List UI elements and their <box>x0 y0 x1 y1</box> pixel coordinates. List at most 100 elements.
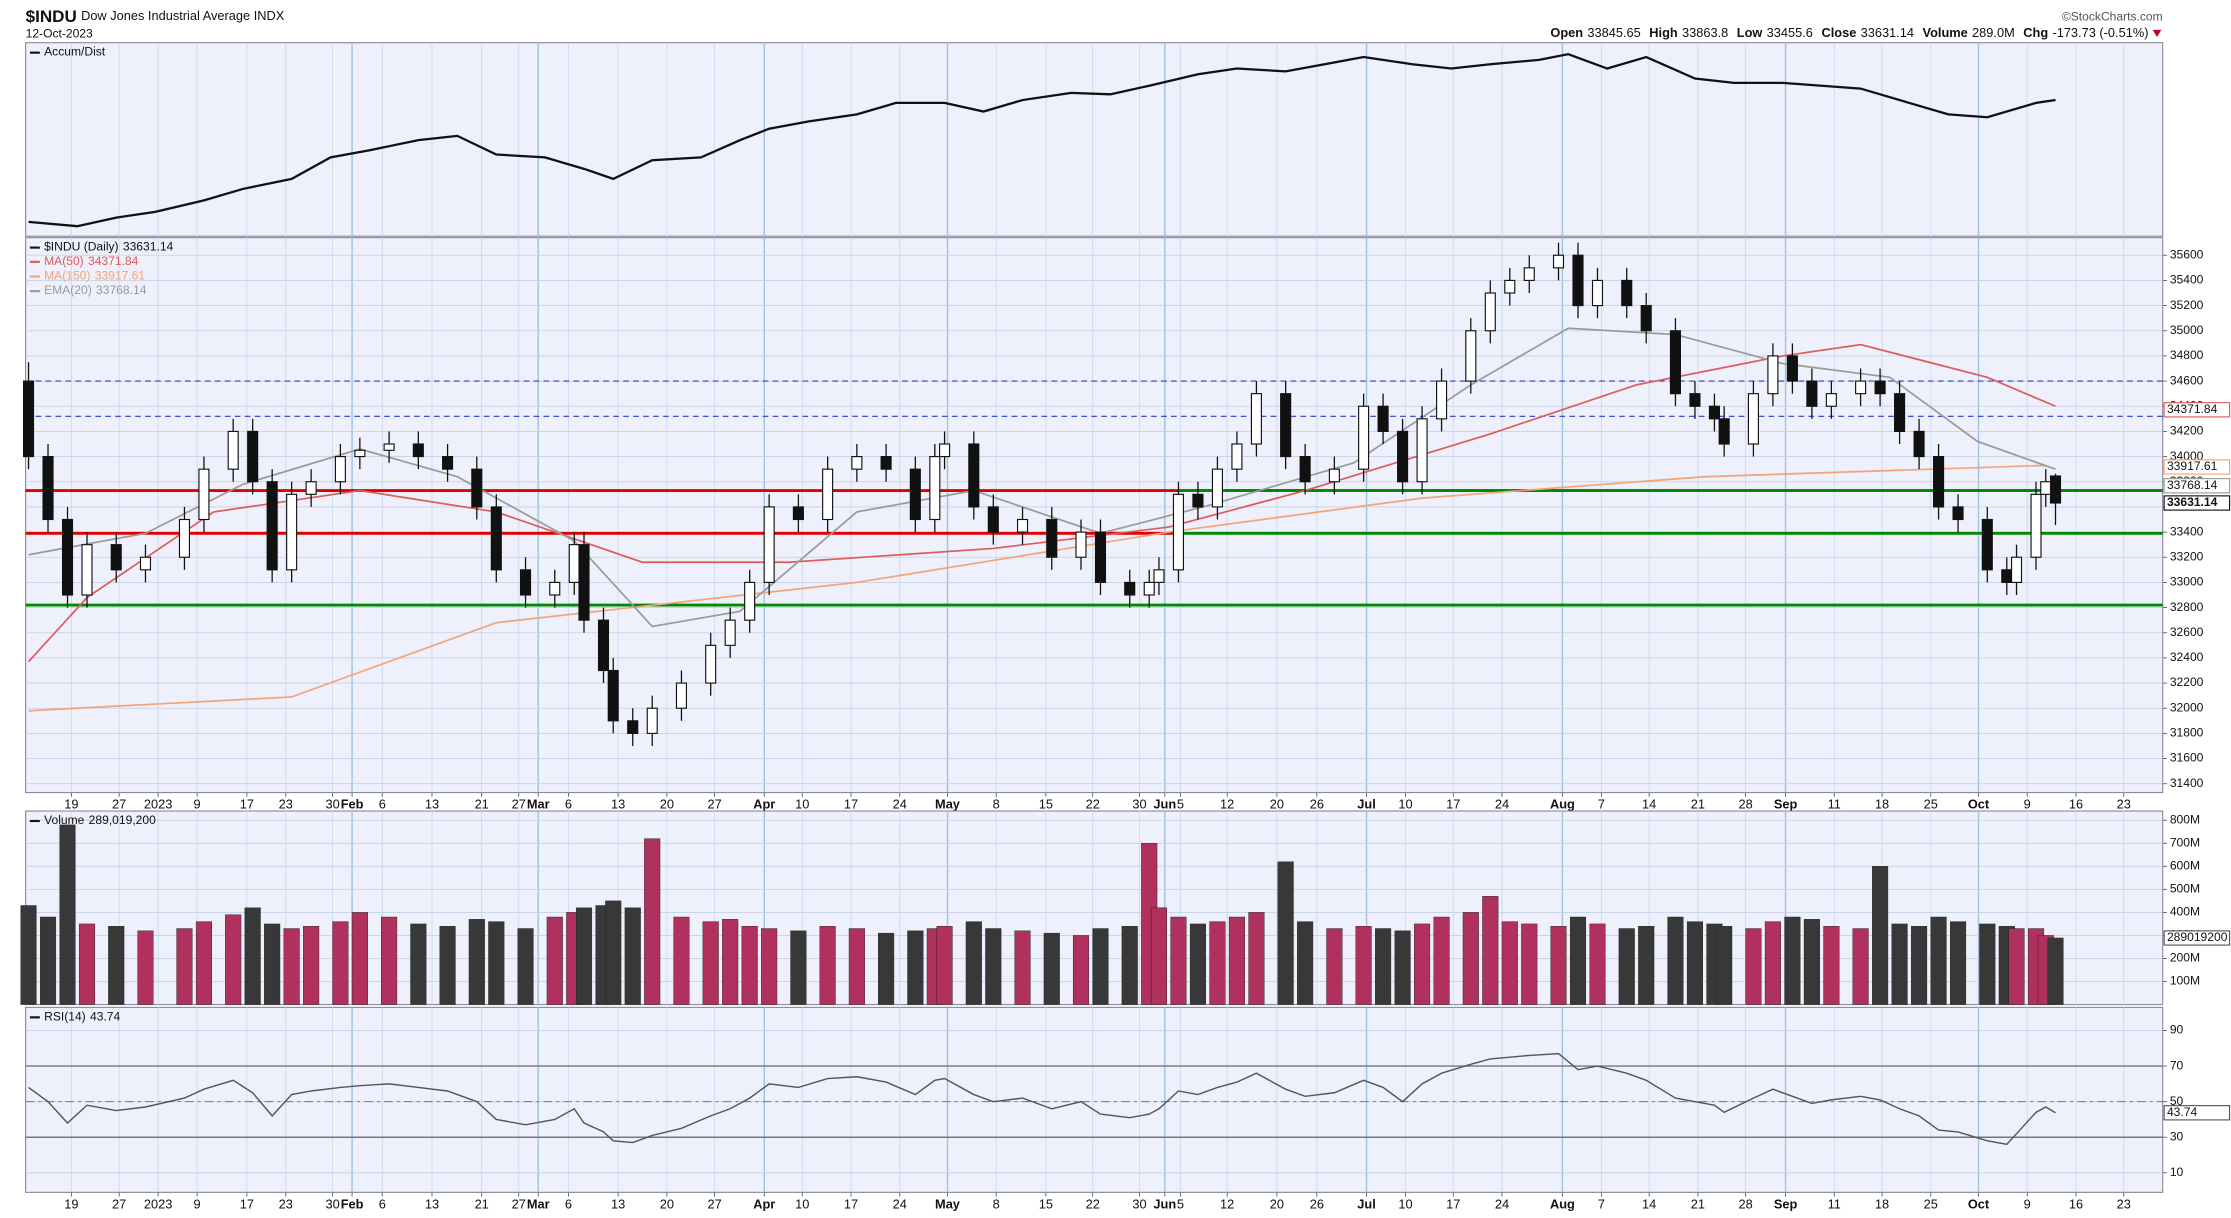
candle-body <box>1484 292 1496 332</box>
volume-bar <box>39 916 57 1005</box>
candle-body <box>334 456 346 483</box>
volume-bar <box>1375 928 1392 1005</box>
volume-bar <box>283 928 300 1005</box>
volume-bar <box>1433 916 1450 1005</box>
candle-body <box>42 456 54 521</box>
legend: $INDU (Daily) 33631.14 <box>44 240 173 254</box>
quote-label: Open <box>1550 26 1583 41</box>
x-tick-label: 24 <box>1495 797 1509 812</box>
volume-bar <box>1014 930 1031 1005</box>
quote-value: -173.73 (-0.51%) <box>2052 26 2148 41</box>
x-tick-label: 21 <box>475 797 489 812</box>
x-tick-label: 13 <box>425 797 439 812</box>
x-tick-label: Aug <box>1550 797 1575 812</box>
x-tick-label: 9 <box>2024 1197 2031 1212</box>
candle-body <box>1328 468 1340 483</box>
y-tick-label: 34200 <box>2170 424 2204 438</box>
x-tick-label: 6 <box>565 1197 572 1212</box>
candle-body <box>1377 405 1389 432</box>
quote-label: Volume <box>1923 26 1968 41</box>
moving-average <box>28 464 2046 712</box>
y-tick-label: 31800 <box>2170 726 2204 740</box>
price-tag-label: 34371.84 <box>2167 402 2218 416</box>
x-tick-label: 15 <box>1039 1197 1053 1212</box>
legend: MA(150) 33917.61 <box>44 269 145 283</box>
line <box>28 1052 2056 1146</box>
candle-body <box>549 581 561 596</box>
x-tick-label: 28 <box>1738 1197 1752 1212</box>
volume-bar <box>78 923 96 1005</box>
x-tick-label: 12 <box>1220 1197 1234 1212</box>
y-tick-label: 33400 <box>2170 524 2204 538</box>
candle-body <box>792 506 804 521</box>
candle-body <box>2001 569 2013 583</box>
candle-body <box>968 443 980 508</box>
x-tick-label: 17 <box>240 1197 254 1212</box>
x-tick-label: 26 <box>1310 1197 1324 1212</box>
x-tick-label: 14 <box>1642 1197 1656 1212</box>
panel <box>25 42 2164 237</box>
legend-name: $INDU (Daily) <box>44 240 119 254</box>
candle-body <box>1669 330 1681 395</box>
candle-body <box>675 682 688 709</box>
volume-bar <box>488 921 505 1005</box>
candle-body <box>305 481 317 495</box>
price-tag-label: 33917.61 <box>2167 459 2218 473</box>
y-tick-label: 35400 <box>2170 273 2204 287</box>
volume-bar <box>985 928 1002 1005</box>
candle-body <box>412 443 424 458</box>
y-tick-label: 34800 <box>2170 348 2204 362</box>
legend: RSI(14) 43.74 <box>44 1010 120 1024</box>
y-tick-label: 700M <box>2170 835 2200 849</box>
volume-bar <box>1228 916 1245 1005</box>
index-name: Dow Jones Industrial Average INDX <box>81 8 285 23</box>
candle-body <box>909 468 921 521</box>
x-tick-label: 16 <box>2069 1197 2083 1212</box>
volume-bar <box>1170 916 1187 1005</box>
volume-bar <box>722 919 739 1005</box>
x-tick-label: 27 <box>707 1197 721 1212</box>
candle-body <box>822 468 834 521</box>
panel <box>25 1006 2164 1193</box>
legend: Volume 289,019,200 <box>44 813 156 827</box>
x-tick-label: 27 <box>707 797 721 812</box>
volume-bar <box>2047 937 2064 1005</box>
candle-body <box>1874 380 1886 395</box>
legend-name: Volume <box>44 813 85 827</box>
line <box>28 53 2056 228</box>
candle-body <box>1416 418 1428 483</box>
x-tick-label: 23 <box>2117 797 2131 812</box>
volume-bar <box>761 928 778 1005</box>
x-tick-label: 18 <box>1875 1197 1889 1212</box>
candle-body <box>178 518 191 558</box>
legend-name: MA(150) <box>44 269 90 283</box>
quote-value: 33863.8 <box>1682 26 1728 41</box>
x-tick-label: 19 <box>64 1197 78 1212</box>
x-tick-label: 9 <box>194 1197 201 1212</box>
volume-bar <box>410 923 427 1005</box>
volume-bar <box>303 926 320 1005</box>
volume-bar <box>1803 919 1820 1005</box>
volume-bar <box>790 930 807 1005</box>
price-tag-label: 33631.14 <box>2167 495 2218 509</box>
x-tick-label: 27 <box>512 1197 526 1212</box>
price-tag <box>2163 459 2231 475</box>
volume-bar <box>1189 923 1206 1005</box>
x-tick-label: Mar <box>527 1197 550 1212</box>
volume-bar <box>1297 921 1314 1005</box>
y-tick-label: 33200 <box>2170 549 2204 563</box>
x-tick-label: 21 <box>1691 1197 1705 1212</box>
price-tag <box>2163 402 2231 418</box>
candle-body <box>139 556 152 571</box>
price-tag <box>2163 930 2231 946</box>
x-tick-label: 28 <box>1738 797 1752 812</box>
quote-label: Close <box>1821 26 1856 41</box>
candle-body <box>198 468 210 521</box>
x-tick-label: Apr <box>753 1197 775 1212</box>
legend: MA(50) 34371.84 <box>44 254 139 268</box>
x-tick-label: Sep <box>1774 1197 1798 1212</box>
x-tick-label: Feb <box>341 797 364 812</box>
y-tick-label: 100M <box>2170 974 2200 988</box>
x-tick-label: Oct <box>1968 797 1990 812</box>
legend: EMA(20) 33768.14 <box>44 283 147 297</box>
